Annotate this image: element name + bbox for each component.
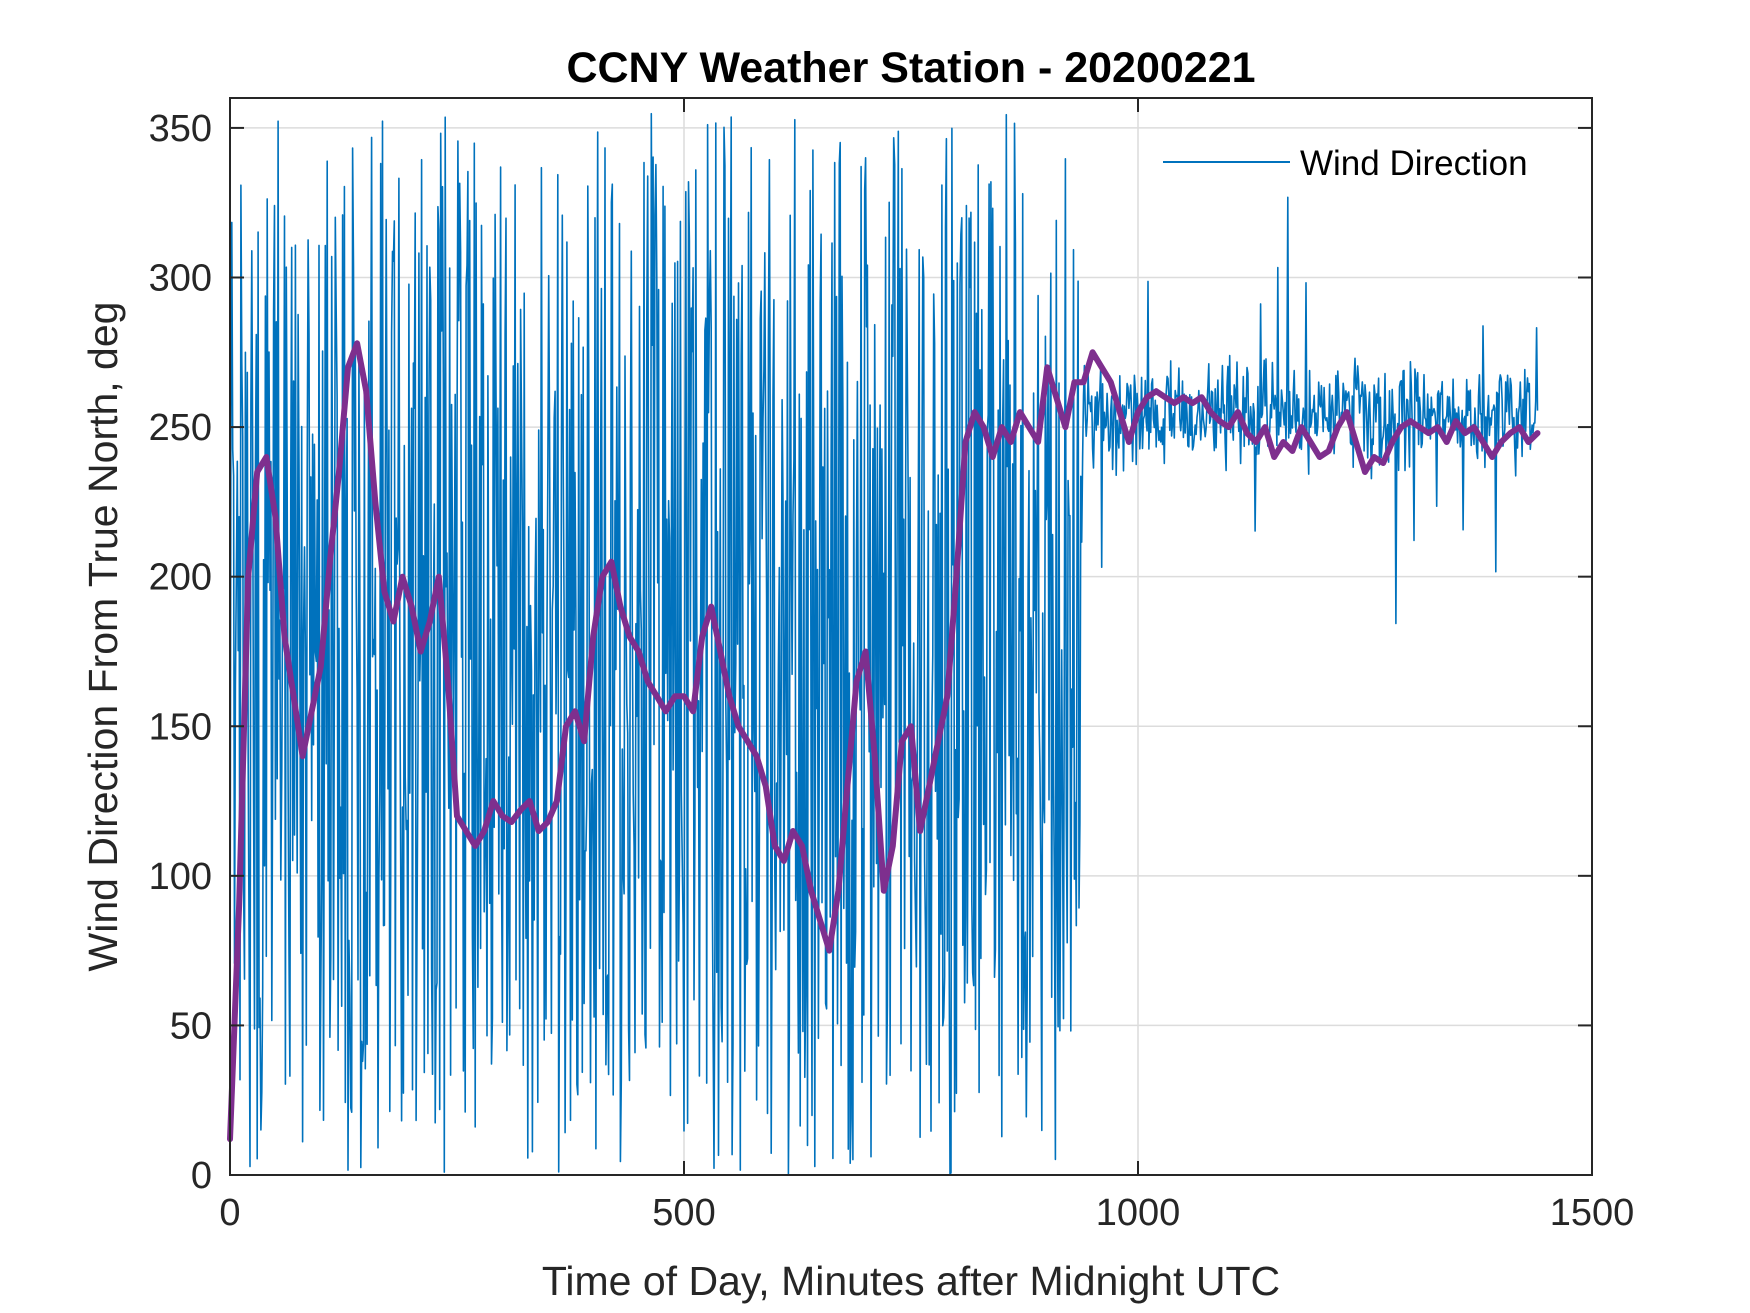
x-tick-label: 1500 (1550, 1192, 1635, 1234)
x-tick-label: 500 (652, 1192, 715, 1234)
x-axis-label: Time of Day, Minutes after Midnight UTC (542, 1258, 1280, 1304)
x-tick-label: 1000 (1096, 1192, 1181, 1234)
chart-title: CCNY Weather Station - 20200221 (566, 44, 1255, 92)
y-tick-label: 0 (191, 1155, 212, 1197)
legend: Wind Direction (1150, 132, 1560, 194)
y-tick-label: 250 (149, 407, 212, 449)
ticks: 0 500 1000 1500 0 50 100 150 200 250 300 350 (149, 98, 1635, 1234)
legend-label: Wind Direction (1300, 144, 1528, 183)
moving-average-line (227, 340, 1541, 1143)
y-tick-label: 350 (149, 108, 212, 150)
y-tick-label: 100 (149, 856, 212, 898)
x-tick-label: 0 (219, 1192, 240, 1234)
smoothed-series (227, 340, 1541, 1143)
y-tick-label: 150 (149, 706, 212, 748)
y-tick-label: 300 (149, 258, 212, 300)
y-tick-label: 200 (149, 557, 212, 599)
y-tick-label: 50 (170, 1005, 212, 1047)
y-axis-label: Wind Direction From True North, deg (80, 302, 126, 972)
plot-frame (229, 97, 1593, 1176)
